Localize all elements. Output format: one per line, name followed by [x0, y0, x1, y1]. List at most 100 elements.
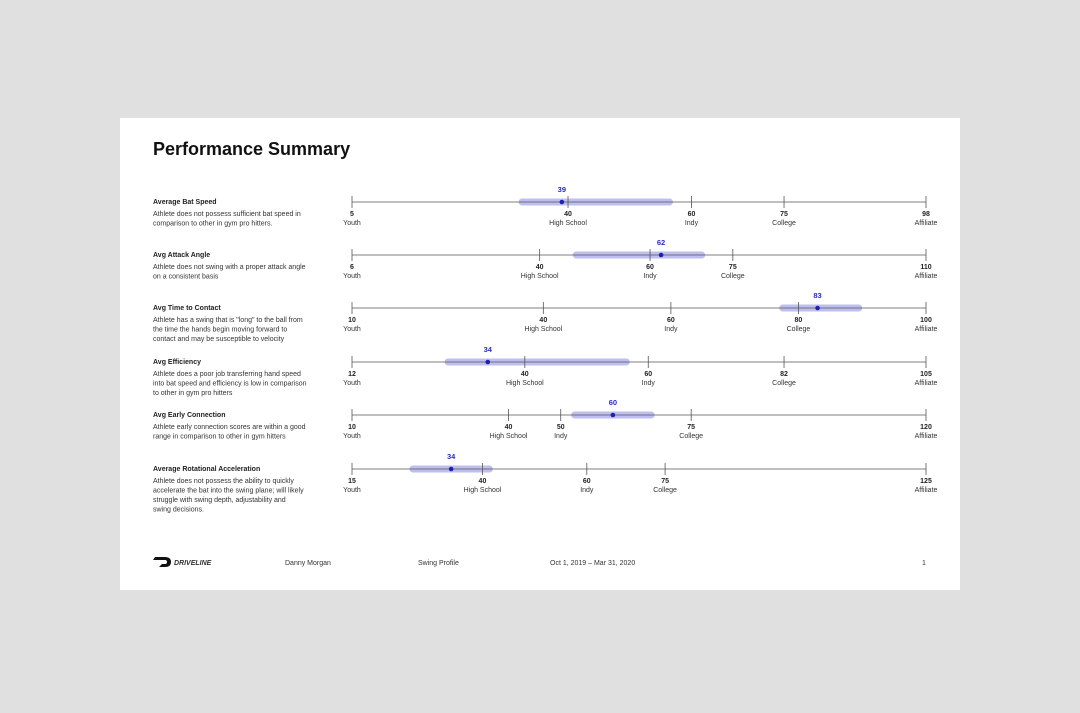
tick-value: 40	[521, 371, 529, 378]
tick-level: High School	[524, 326, 562, 333]
value-label: 34	[447, 452, 456, 461]
tick-level: Affiliate	[915, 273, 938, 280]
tick-value: 10	[348, 317, 356, 324]
tick-level: High School	[549, 220, 587, 227]
tick-level: Indy	[685, 220, 699, 227]
athlete: Danny Morgan	[285, 560, 331, 567]
value-label: 83	[813, 291, 821, 300]
tick-level: College	[679, 433, 703, 440]
tick-level: Indy	[643, 273, 657, 280]
metric-description: on a consistent basis	[153, 273, 219, 280]
tick-value: 98	[922, 211, 930, 218]
tick-level: Indy	[580, 487, 594, 494]
title: Performance Summary	[153, 139, 350, 159]
value-label: 34	[484, 345, 493, 354]
tick-level: High School	[464, 487, 502, 494]
tick-value: 82	[780, 371, 788, 378]
tick-value: 60	[667, 317, 675, 324]
tick-value: 6	[350, 264, 354, 271]
metric-name: Avg Attack Angle	[153, 252, 210, 259]
tick-level: Youth	[343, 326, 361, 333]
tick-value: 75	[661, 478, 669, 485]
tick-value: 40	[564, 211, 572, 218]
tick-value: 12	[348, 371, 356, 378]
metric-name: Avg Time to Contact	[153, 305, 221, 312]
tick-level: Youth	[343, 487, 361, 494]
metric-description: Athlete does a poor job transferring han…	[153, 371, 301, 378]
metric-description: accelerate the bat into the swing plane;…	[153, 487, 304, 494]
metric-description: swing decisions.	[153, 506, 204, 513]
metric-description: range in comparison to other in gym hitt…	[153, 433, 286, 440]
tick-value: 120	[920, 424, 932, 431]
metric-description: Athlete early connection scores are with…	[153, 424, 306, 431]
tick-value: 15	[348, 478, 356, 485]
value-label: 39	[558, 185, 566, 194]
tick-level: Affiliate	[915, 220, 938, 227]
tick-value: 100	[920, 317, 932, 324]
value-marker	[610, 412, 616, 418]
tick-level: College	[653, 487, 677, 494]
tick-value: 5	[350, 211, 354, 218]
tick-level: High School	[506, 380, 544, 387]
tick-level: Indy	[554, 433, 568, 440]
tick-level: Youth	[343, 380, 361, 387]
tick-level: Affiliate	[915, 487, 938, 494]
metric-description: to other in gym pro hitters	[153, 390, 233, 397]
tick-value: 40	[505, 424, 513, 431]
metric-description: Athlete does not possess the ability to …	[153, 478, 294, 485]
tick-level: College	[787, 326, 811, 333]
metric-description: comparison to other in gym pro hitters.	[153, 220, 272, 227]
tick-level: Affiliate	[915, 433, 938, 440]
metric-description: Athlete does not swing with a proper att…	[153, 264, 306, 271]
tick-value: 60	[688, 211, 696, 218]
tick-value: 105	[920, 371, 932, 378]
metric-name: Average Bat Speed	[153, 199, 217, 206]
metric-description: the time the hands begin moving forward …	[153, 326, 287, 333]
metric-description: Athlete does not possess sufficient bat …	[153, 211, 301, 218]
value-marker	[815, 305, 820, 311]
tick-level: College	[772, 220, 796, 227]
value-marker	[448, 466, 454, 472]
tick-value: 75	[780, 211, 788, 218]
tick-level: Youth	[343, 273, 361, 280]
value-marker	[559, 199, 565, 205]
tick-level: Indy	[642, 380, 656, 387]
metric-description: contact and may be susceptible to veloci…	[153, 336, 285, 343]
tick-value: 75	[687, 424, 695, 431]
tick-value: 40	[479, 478, 487, 485]
brand: DRIVELINE	[174, 560, 212, 567]
metric-description: Athlete has a swing that is "long" to th…	[153, 317, 303, 324]
tick-level: Youth	[343, 220, 361, 227]
metric-name: Avg Efficiency	[153, 359, 201, 366]
tick-value: 75	[729, 264, 737, 271]
tick-value: 60	[644, 371, 652, 378]
metric-name: Avg Early Connection	[153, 412, 225, 419]
tick-value: 50	[557, 424, 565, 431]
tick-level: High School	[490, 433, 528, 440]
tick-value: 60	[646, 264, 654, 271]
dates: Oct 1, 2019 – Mar 31, 2020	[550, 560, 635, 567]
logo	[153, 557, 171, 567]
tick-level: Youth	[343, 433, 361, 440]
report: Swing Profile	[418, 560, 459, 567]
tick-level: College	[721, 273, 745, 280]
tick-level: Indy	[664, 326, 678, 333]
value-label: 60	[609, 398, 617, 407]
tick-level: Affiliate	[915, 380, 938, 387]
sheet	[120, 118, 960, 590]
tick-level: Affiliate	[915, 326, 938, 333]
metric-description: struggle with swing depth, adjustability…	[153, 497, 286, 504]
tick-value: 60	[583, 478, 591, 485]
tick-value: 10	[348, 424, 356, 431]
tick-value: 110	[920, 264, 931, 271]
value-label: 62	[657, 238, 665, 247]
page-number: 1	[922, 560, 926, 567]
tick-value: 40	[539, 317, 547, 324]
value-marker	[658, 252, 664, 258]
tick-value: 40	[536, 264, 544, 271]
tick-value: 125	[920, 478, 932, 485]
metric-name: Average Rotational Acceleration	[153, 466, 260, 473]
tick-level: College	[772, 380, 796, 387]
